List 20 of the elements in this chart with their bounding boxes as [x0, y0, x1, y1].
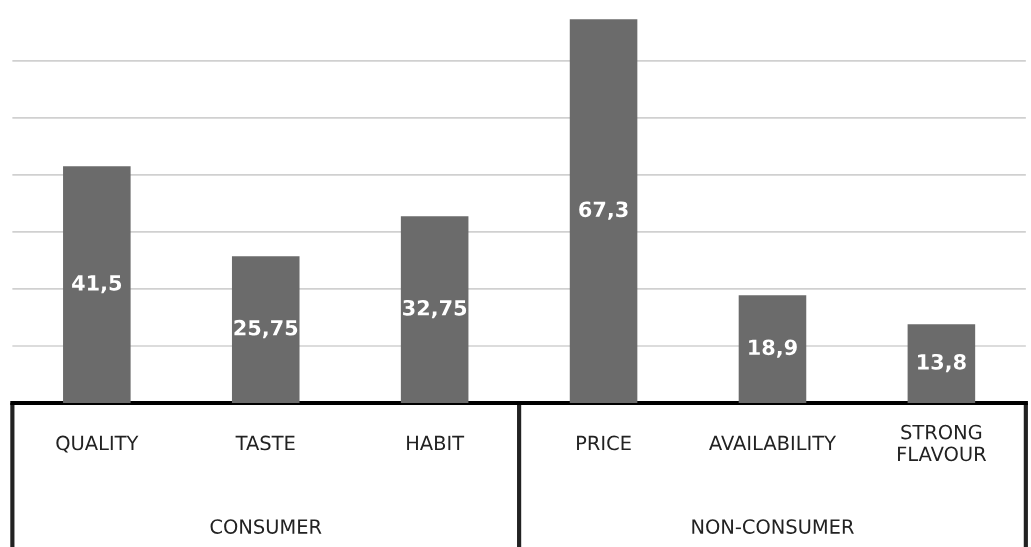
data-label: 32,75: [403, 299, 467, 319]
bar: [569, 19, 638, 403]
data-label: 41,5: [72, 275, 122, 294]
data-label: 67,3: [579, 201, 628, 220]
x-tick-label: AVAILABILITY: [709, 435, 837, 451]
bar: [231, 256, 300, 403]
x-tick-label: QUALITY: [56, 435, 139, 453]
data-label: 25,75: [234, 319, 298, 339]
bar: [738, 295, 807, 403]
bar: [907, 324, 976, 403]
x-tick-label: PRICE: [577, 435, 631, 451]
text: NON-CONSUMER: [692, 519, 854, 534]
data-label: 13,8: [918, 353, 966, 373]
bar: [63, 166, 131, 403]
x-tick-label: TASTE: [235, 435, 295, 451]
bar: [400, 216, 469, 403]
data-label: 18,9: [749, 339, 797, 358]
text: CONSUMER: [210, 519, 322, 534]
x-tick-label: STRONG FLAVOUR: [898, 424, 987, 462]
x-tick-label: HABIT: [407, 435, 465, 451]
